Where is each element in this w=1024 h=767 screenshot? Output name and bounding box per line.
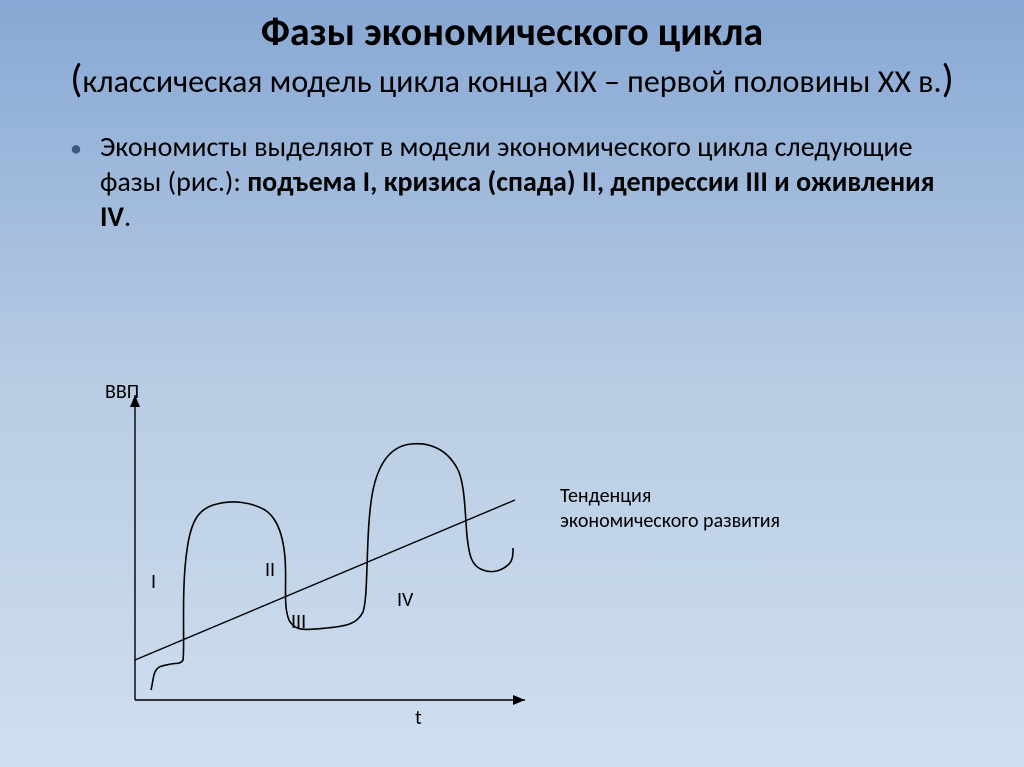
trend-label-line2: экономического развития [560,509,780,533]
x-axis-arrow-icon [513,695,525,705]
phase-label-II: II [265,558,275,582]
trend-label-line1: Тенденция [560,484,651,508]
phase-label-I: I [151,570,156,594]
phase-label-III: III [291,610,306,634]
title-block: Фазы экономического цикла (классическая … [0,0,1024,103]
slide: Фазы экономического цикла (классическая … [0,0,1024,767]
cycle-chart: ВВП t Тенденция экономического развития … [95,380,925,740]
bullet-item: • Экономисты выделяют в модели экономиче… [70,129,954,234]
cycle-curve [151,444,513,690]
trend-line [135,500,515,660]
phase-label-IV: IV [397,588,413,612]
open-paren: ( [70,54,82,103]
bullet-tail: . [124,199,131,234]
slide-title-sub: классическая модель цикла конца XIX – пе… [82,62,941,101]
chart-svg [95,380,565,720]
x-axis-label: t [415,706,422,730]
bullet-marker-icon: • [70,133,82,164]
trend-label: Тенденция экономического развития [560,484,780,534]
bullet-text: Экономисты выделяют в модели экономическ… [100,129,954,234]
body-block: • Экономисты выделяют в модели экономиче… [0,103,1024,234]
y-axis-arrow-icon [130,395,140,407]
slide-title-main: Фазы экономического цикла [261,7,763,56]
close-paren: ) [942,54,954,103]
